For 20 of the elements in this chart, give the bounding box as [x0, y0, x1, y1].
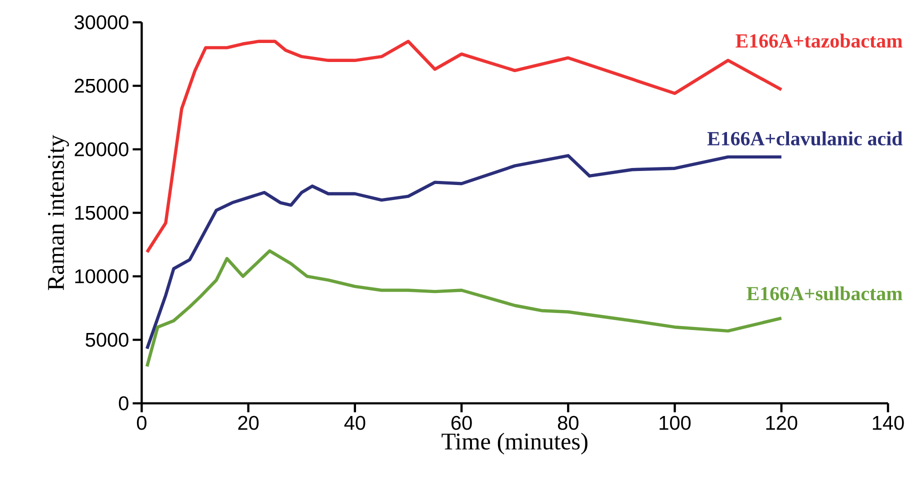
x-tick-label: 100 — [660, 416, 691, 430]
y-axis-title: Raman intensity — [48, 134, 69, 290]
y-tick-label: 10000 — [75, 269, 128, 284]
series-label: E166A+sulbactam — [746, 286, 902, 300]
y-tick-label: 25000 — [74, 78, 128, 93]
y-tick-label: 20000 — [74, 142, 128, 156]
series-label: E166A+tazobactam — [736, 34, 902, 48]
x-axis-title: Time (minutes) — [442, 432, 588, 454]
x-tick-label: 140 — [872, 416, 904, 430]
y-tick-label: 5000 — [86, 332, 128, 347]
x-tick-label: 40 — [344, 416, 366, 430]
y-tick-label: 15000 — [75, 206, 128, 220]
x-tick-label: 0 — [136, 416, 146, 430]
y-tick-label: 30000 — [74, 15, 128, 30]
x-tick-label: 120 — [766, 416, 798, 430]
x-tick-label: 20 — [238, 416, 259, 430]
y-tick-label: 0 — [118, 396, 128, 410]
series-label: E166A+clavulanic acid — [707, 131, 903, 146]
x-tick-label: 60 — [451, 416, 472, 430]
x-tick-label: 80 — [558, 416, 578, 430]
